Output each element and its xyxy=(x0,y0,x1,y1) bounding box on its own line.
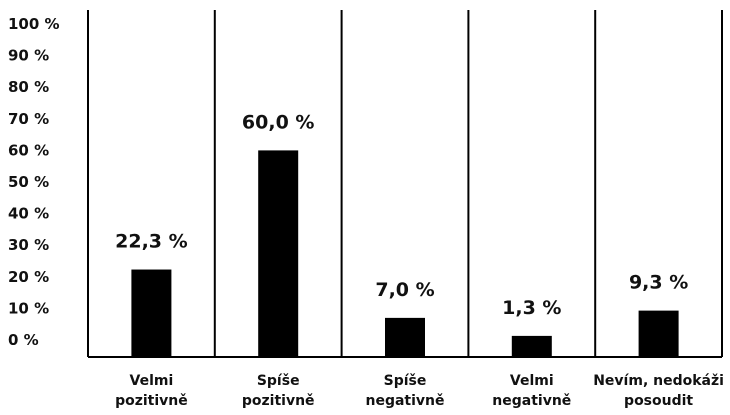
y-tick-label: 50 % xyxy=(8,173,49,191)
y-tick-label: 30 % xyxy=(8,236,49,254)
y-tick-label: 100 % xyxy=(8,15,60,33)
x-tick-label: posoudit xyxy=(624,393,693,409)
x-axis-labels: Velmi pozitivně Spíše pozitivně Spíše negativ… xyxy=(115,373,724,409)
y-tick-label: 20 % xyxy=(8,268,49,286)
x-tick-label: Velmi xyxy=(510,373,554,389)
y-tick-label: 10 % xyxy=(8,299,49,317)
x-tick-label: Velmi xyxy=(130,373,174,389)
y-tick-label: 70 % xyxy=(8,110,49,128)
bars xyxy=(131,150,679,357)
x-tick-label: negativně xyxy=(365,393,444,409)
y-axis-ticks: 0 % 10 % 20 % 30 % 40 % 50 % 60 % 70 % 80 % 90 % 1… xyxy=(8,15,60,349)
y-tick-label: 0 % xyxy=(8,331,39,349)
data-label: 60,0 % xyxy=(242,111,315,133)
bar xyxy=(638,310,679,357)
data-label: 22,3 % xyxy=(115,231,188,253)
chart-axes xyxy=(87,10,722,358)
category-dividers xyxy=(213,10,723,357)
y-tick-label: 40 % xyxy=(8,205,49,223)
x-tick-label: negativně xyxy=(492,393,571,409)
x-tick-label: pozitivně xyxy=(115,393,188,409)
x-tick-label: pozitivně xyxy=(242,393,315,409)
y-tick-label: 90 % xyxy=(8,47,49,65)
bar xyxy=(258,150,299,357)
y-tick-label: 60 % xyxy=(8,141,49,159)
x-tick-label: Spíše xyxy=(384,373,427,389)
data-label: 7,0 % xyxy=(375,279,434,301)
x-tick-label: Spíše xyxy=(257,373,300,389)
data-label: 9,3 % xyxy=(629,272,688,294)
bar xyxy=(385,317,425,357)
data-label: 1,3 % xyxy=(502,297,561,319)
y-tick-label: 80 % xyxy=(8,78,49,96)
bar xyxy=(131,269,172,357)
x-tick-label: Nevím, nedokáži xyxy=(593,373,724,389)
bar xyxy=(511,335,552,357)
data-labels: 22,3 % 60,0 % 7,0 % 1,3 % 9,3 % xyxy=(115,111,688,318)
